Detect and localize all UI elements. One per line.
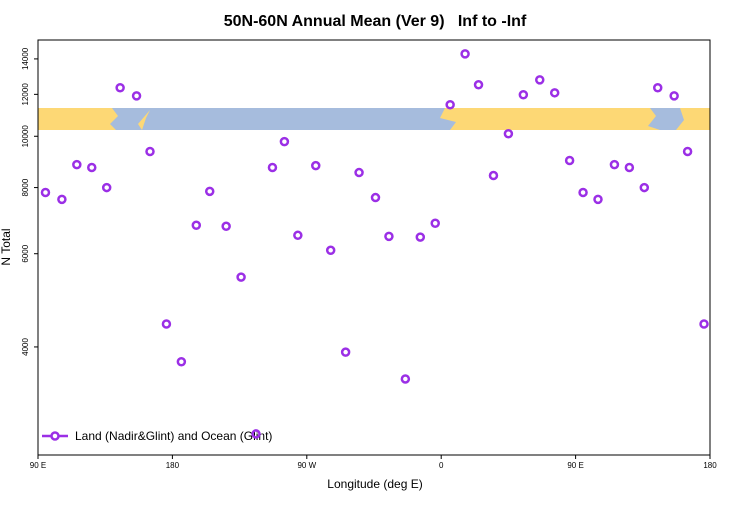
data-point bbox=[535, 75, 545, 85]
data-point bbox=[609, 159, 620, 170]
data-point bbox=[400, 374, 411, 384]
x-tick-label: 90 E bbox=[567, 461, 583, 470]
plot-frame bbox=[37, 39, 711, 456]
x-tick-label: 180 bbox=[703, 461, 717, 470]
data-point bbox=[115, 82, 125, 93]
data-point bbox=[445, 99, 455, 110]
chart-title: 50N-60N Annual Mean (Ver 9) Inf to -Inf bbox=[224, 13, 527, 30]
data-point bbox=[699, 319, 709, 329]
data-point bbox=[176, 357, 187, 367]
data-point bbox=[682, 146, 693, 157]
data-point bbox=[293, 230, 303, 241]
data-point bbox=[384, 231, 394, 242]
data-point bbox=[639, 182, 650, 193]
data-point bbox=[340, 347, 351, 357]
legend: Land (Nadir&Glint) and Ocean (Glint) bbox=[42, 429, 272, 443]
data-point bbox=[131, 91, 142, 101]
data-point bbox=[564, 155, 575, 166]
data-point bbox=[236, 272, 246, 282]
data-point bbox=[204, 186, 215, 197]
data-point bbox=[669, 91, 679, 101]
y-tick-label: 4000 bbox=[21, 337, 30, 355]
data-point bbox=[354, 167, 364, 178]
data-point bbox=[72, 159, 82, 170]
y-axis-label: N Total bbox=[0, 228, 13, 265]
y-tick-label: 6000 bbox=[21, 244, 30, 262]
y-tick-label: 14000 bbox=[21, 47, 30, 70]
data-point bbox=[370, 192, 381, 203]
x-tick-label: 180 bbox=[166, 461, 180, 470]
map-strip bbox=[38, 108, 710, 130]
data-point bbox=[145, 146, 155, 157]
data-point bbox=[415, 232, 426, 242]
y-tick-label: 8000 bbox=[21, 178, 30, 196]
data-point bbox=[488, 170, 499, 181]
x-tick-label: 90 W bbox=[297, 461, 316, 470]
data-point bbox=[40, 187, 51, 198]
x-axis-label: Longitude (deg E) bbox=[327, 477, 422, 491]
data-point bbox=[460, 49, 470, 59]
data-point bbox=[57, 194, 67, 205]
data-point bbox=[311, 160, 321, 171]
x-tick-label: 90 E bbox=[30, 461, 46, 470]
data-point bbox=[430, 218, 440, 229]
data-point bbox=[325, 245, 336, 256]
data-point bbox=[101, 182, 112, 193]
x-tick-label: 0 bbox=[439, 461, 444, 470]
data-point bbox=[221, 221, 231, 232]
y-tick-label: 10000 bbox=[21, 125, 30, 148]
data-point bbox=[473, 80, 484, 90]
data-point bbox=[251, 429, 261, 439]
data-point bbox=[593, 194, 603, 205]
data-point bbox=[87, 162, 97, 173]
data-point bbox=[267, 162, 278, 173]
data-point bbox=[578, 187, 588, 198]
data-point bbox=[518, 89, 529, 100]
data-point bbox=[279, 136, 290, 147]
data-point bbox=[161, 319, 172, 329]
data-point bbox=[549, 88, 560, 98]
data-point bbox=[624, 162, 635, 173]
data-point bbox=[191, 220, 202, 231]
data-point bbox=[652, 82, 663, 93]
legend-label: Land (Nadir&Glint) and Ocean (Glint) bbox=[75, 429, 272, 443]
legend-marker bbox=[50, 431, 60, 441]
data-point bbox=[503, 129, 514, 139]
y-tick-label: 12000 bbox=[21, 83, 30, 106]
